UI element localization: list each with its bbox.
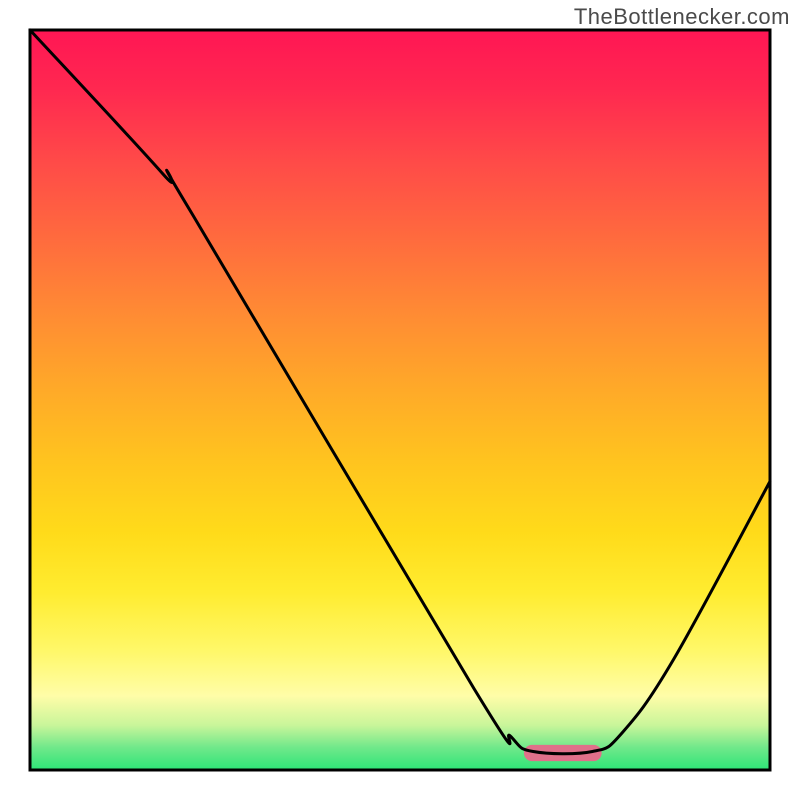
bottleneck-chart bbox=[0, 0, 800, 800]
watermark-text: TheBottlenecker.com bbox=[574, 4, 790, 30]
gradient-background bbox=[30, 30, 770, 770]
chart-svg bbox=[0, 0, 800, 800]
